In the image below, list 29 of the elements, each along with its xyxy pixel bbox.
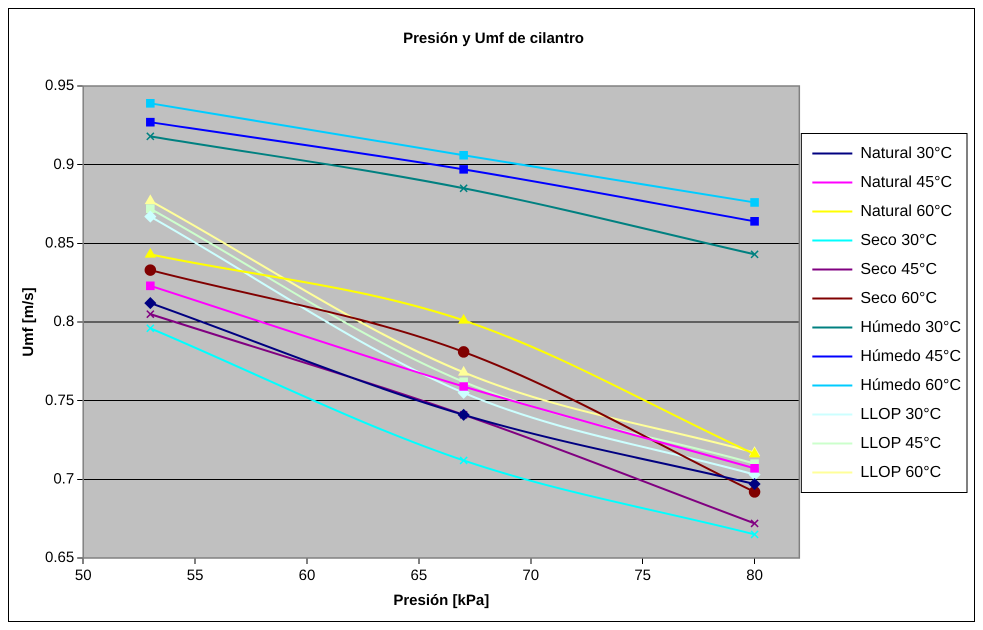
chart-title: Presión y Umf de cilantro: [403, 30, 584, 48]
legend-label: Húmedo 30°C: [860, 318, 961, 336]
legend-label: Seco 45°C: [860, 260, 937, 278]
legend-label: Natural 45°C: [860, 174, 952, 191]
y-tick-label: 0.65: [44, 549, 74, 566]
y-tick-label: 0.7: [53, 470, 74, 488]
legend-label: LLOP 30°C: [860, 406, 942, 423]
legend-label: Húmedo 45°C: [860, 348, 961, 365]
y-tick-label: 0.8: [53, 313, 74, 330]
x-tick-label: 65: [410, 567, 428, 584]
x-tick-label: 75: [634, 567, 652, 584]
x-tick-label: 70: [522, 567, 540, 584]
y-tick-label: 0.75: [44, 392, 74, 409]
legend-label: LLOP 45°C: [860, 434, 942, 452]
legend-label: Natural 60°C: [860, 202, 952, 220]
x-tick-label: 60: [298, 567, 316, 584]
legend-label: Seco 30°C: [860, 232, 937, 249]
y-axis-title: Umf [m/s]: [20, 287, 38, 357]
x-axis-title: Presión [kPa]: [393, 592, 490, 610]
y-tick-label: 0.9: [53, 156, 74, 173]
legend-label: Seco 60°C: [860, 290, 937, 307]
x-tick-label: 50: [74, 567, 92, 584]
legend-label: Húmedo 60°C: [860, 376, 961, 394]
legend-label: LLOP 60°C: [860, 464, 942, 481]
x-tick-label: 80: [746, 567, 763, 584]
y-tick-label: 0.85: [44, 234, 74, 252]
legend-label: Natural 30°C: [860, 144, 952, 162]
x-tick-label: 55: [186, 567, 204, 584]
y-tick-label: 0.95: [44, 77, 74, 94]
